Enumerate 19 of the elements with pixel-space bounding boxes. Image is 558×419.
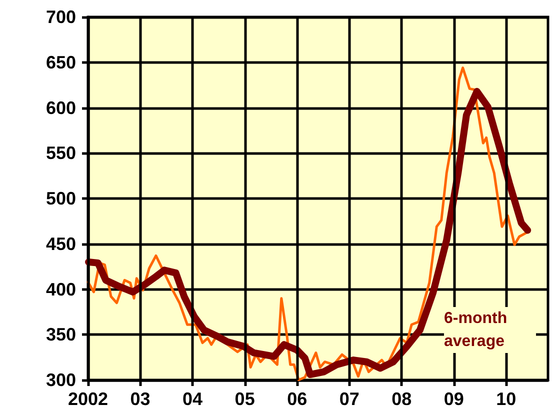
y-tick-label: 500 xyxy=(46,188,76,208)
x-tick-label: 10 xyxy=(496,389,516,409)
x-tick-label: 07 xyxy=(339,389,360,409)
x-tick-label: 04 xyxy=(182,389,203,409)
x-tick-label: 09 xyxy=(444,389,464,409)
y-tick-label: 600 xyxy=(46,98,76,118)
y-tick-label: 550 xyxy=(46,143,76,164)
y-tick-label: 700 xyxy=(46,7,76,27)
x-tick-label: 05 xyxy=(234,389,255,409)
series-label: 6-month average xyxy=(444,310,512,350)
y-tick-label: 300 xyxy=(46,370,76,390)
y-tick-label: 350 xyxy=(46,324,76,345)
y-tick-label: 400 xyxy=(46,279,76,300)
x-tick-label: 06 xyxy=(287,389,308,409)
y-tick-label: 650 xyxy=(46,52,76,72)
x-tick-label: 03 xyxy=(130,389,150,409)
x-tick-label: 2002 xyxy=(68,389,108,409)
x-tick-label: 08 xyxy=(392,389,412,409)
y-tick-label: 450 xyxy=(46,234,76,254)
